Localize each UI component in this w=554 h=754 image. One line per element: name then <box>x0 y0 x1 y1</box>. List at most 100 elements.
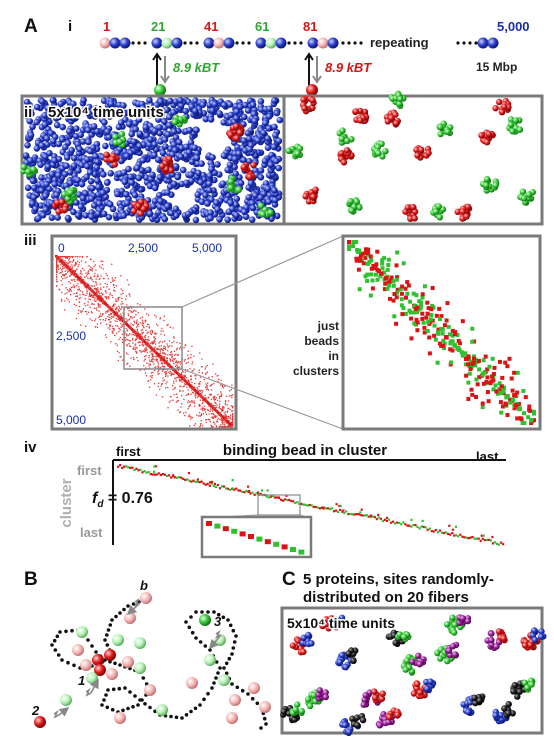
contact-point <box>217 394 219 396</box>
contact-point <box>159 356 161 358</box>
contact-point <box>127 362 129 364</box>
contact-square <box>399 297 404 302</box>
contact-point <box>174 371 176 373</box>
iv-cluster-diagonal <box>117 464 505 546</box>
contact-square <box>463 362 468 367</box>
cluster-mark <box>459 533 462 536</box>
contact-point <box>120 322 122 325</box>
contact-square <box>388 278 393 283</box>
contact-point <box>89 287 91 289</box>
contact-square <box>347 240 351 244</box>
strand-bead <box>99 37 111 49</box>
contact-point <box>173 393 175 396</box>
sim-bead <box>525 191 533 198</box>
chain-bead <box>72 663 76 668</box>
contact-point <box>181 374 183 376</box>
contact-point <box>156 358 158 361</box>
contact-point <box>148 326 151 328</box>
contact-point <box>222 385 224 388</box>
contact-point <box>191 400 193 402</box>
sim-bead <box>107 170 114 177</box>
contact-point <box>131 317 134 319</box>
contact-point <box>109 328 111 330</box>
contact-square <box>439 314 444 319</box>
chain-bead <box>184 620 188 624</box>
contact-point <box>117 316 119 318</box>
contact-point <box>160 345 162 347</box>
strand-dot <box>347 41 351 45</box>
contact-square <box>374 262 379 267</box>
contact-point <box>159 348 161 351</box>
contact-point <box>115 298 117 300</box>
contact-point <box>161 396 164 398</box>
sim-bead <box>507 121 515 128</box>
cluster-mark <box>306 504 309 507</box>
cluster-mark <box>210 482 213 485</box>
contact-square <box>405 291 410 296</box>
contact-square <box>394 277 399 282</box>
contact-point <box>201 408 204 410</box>
contact-point <box>82 278 84 280</box>
contact-point <box>221 422 223 424</box>
sim-bead <box>266 105 273 113</box>
contact-square <box>446 324 451 329</box>
cluster-mark <box>454 525 458 528</box>
snapshot-frame-clusters <box>282 94 544 226</box>
contact-point <box>179 389 181 391</box>
sim-bead <box>79 194 87 202</box>
contact-point <box>152 341 154 343</box>
contact-point <box>187 408 189 410</box>
contact-point <box>170 400 172 402</box>
sim-bead <box>245 194 252 201</box>
contact-point <box>176 354 179 357</box>
cluster-mark <box>482 534 485 537</box>
sim-bead <box>385 718 392 726</box>
contact-point <box>98 298 100 300</box>
contact-point <box>197 390 199 392</box>
contact-point <box>133 320 135 322</box>
contact-point <box>56 265 58 267</box>
contact-square <box>428 319 433 324</box>
contact-point <box>126 330 129 332</box>
contact-point <box>204 409 206 411</box>
contact-point <box>153 342 155 344</box>
cluster-mark <box>406 524 409 527</box>
protein-bead <box>106 668 118 680</box>
contact-point <box>97 274 99 276</box>
contact-point <box>193 424 195 426</box>
sim-bead <box>23 112 30 120</box>
contact-point <box>65 267 67 269</box>
sim-bead <box>403 657 411 664</box>
sim-bead <box>216 110 223 117</box>
contact-point <box>187 354 189 356</box>
contact-point <box>119 329 121 331</box>
bead-number-81: 81 <box>303 19 317 34</box>
contact-square <box>434 313 439 318</box>
contact-point <box>71 261 73 263</box>
sim-bead <box>44 104 51 112</box>
contact-square <box>508 400 513 405</box>
sim-bead <box>483 182 490 189</box>
contact-point <box>80 260 83 262</box>
sim-bead <box>220 152 228 159</box>
sim-bead <box>435 203 442 210</box>
contact-point <box>69 275 71 277</box>
contact-point <box>63 264 65 267</box>
contact-point <box>74 274 77 276</box>
strand-dot <box>143 41 147 45</box>
iv-axes <box>112 459 506 545</box>
contact-point <box>177 409 179 411</box>
contact-point <box>162 341 164 343</box>
sim-bead <box>151 151 158 159</box>
contact-square <box>472 356 476 361</box>
sim-bead <box>95 183 102 191</box>
contact-square <box>485 375 490 380</box>
contact-square <box>408 299 413 304</box>
contact-point <box>231 384 233 386</box>
sim-bead <box>86 169 94 176</box>
chain-bead <box>105 643 110 647</box>
contact-point <box>72 269 74 271</box>
contact-point <box>78 261 81 264</box>
strand-dot <box>131 41 135 45</box>
cluster-mark <box>338 504 341 508</box>
